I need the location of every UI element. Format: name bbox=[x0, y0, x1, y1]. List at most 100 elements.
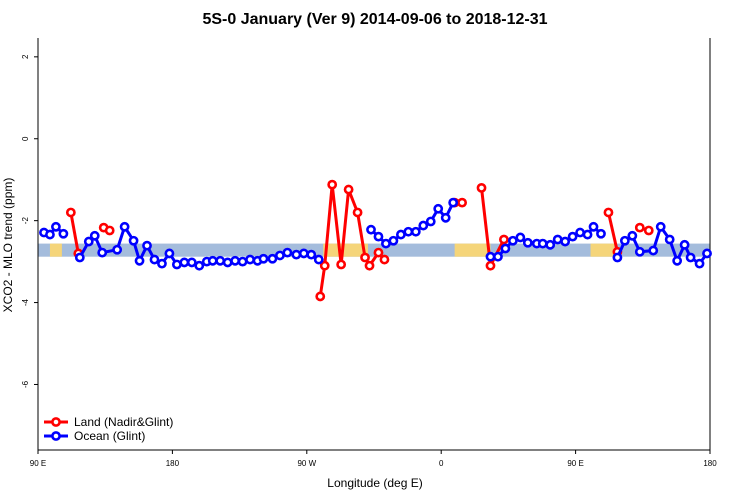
land-span bbox=[49, 243, 62, 257]
y-tick-label: -4 bbox=[21, 298, 30, 306]
y-tick-label: -6 bbox=[21, 380, 30, 388]
y-axis-label: XCO2 - MLO trend (ppm) bbox=[1, 178, 15, 313]
data-point bbox=[373, 231, 384, 242]
data-point bbox=[313, 254, 324, 265]
data-point bbox=[343, 184, 354, 195]
data-point bbox=[619, 235, 630, 246]
data-point bbox=[186, 257, 197, 268]
data-point bbox=[51, 221, 61, 232]
y-tick-label: 2 bbox=[21, 54, 30, 59]
series-line bbox=[606, 212, 619, 253]
data-point bbox=[258, 253, 269, 264]
data-point bbox=[485, 260, 496, 271]
data-point bbox=[222, 257, 233, 268]
data-point bbox=[275, 250, 285, 261]
data-point bbox=[457, 197, 468, 208]
land-span bbox=[454, 243, 491, 257]
data-point bbox=[327, 179, 338, 190]
data-point bbox=[58, 228, 69, 239]
data-point bbox=[237, 256, 248, 267]
data-point bbox=[245, 254, 255, 265]
data-point bbox=[128, 235, 139, 246]
data-point bbox=[485, 251, 496, 262]
data-point bbox=[83, 236, 94, 247]
data-point bbox=[493, 251, 503, 262]
data-point bbox=[179, 257, 190, 268]
data-point bbox=[89, 230, 100, 241]
data-point bbox=[291, 249, 302, 260]
data-point bbox=[672, 255, 683, 266]
data-point bbox=[381, 238, 391, 249]
data-point bbox=[395, 229, 406, 240]
x-axis-label: Longitude (deg E) bbox=[327, 476, 422, 490]
data-point bbox=[112, 244, 123, 255]
data-point bbox=[612, 252, 623, 263]
x-tick-label: 0 bbox=[439, 459, 444, 468]
data-point bbox=[679, 239, 690, 250]
data-point bbox=[134, 255, 145, 266]
data-point bbox=[388, 235, 399, 246]
land-span bbox=[590, 243, 615, 257]
data-point bbox=[702, 248, 712, 259]
data-point bbox=[267, 253, 278, 264]
x-tick-label: 90 E bbox=[30, 459, 46, 468]
data-point bbox=[366, 224, 376, 235]
data-point bbox=[499, 234, 509, 245]
data-point bbox=[119, 221, 130, 232]
data-point bbox=[448, 197, 459, 208]
data-point bbox=[410, 226, 421, 237]
data-point bbox=[352, 207, 363, 218]
data-point bbox=[545, 239, 556, 250]
data-point bbox=[627, 230, 638, 241]
data-point bbox=[364, 260, 375, 271]
data-point bbox=[298, 248, 309, 259]
data-point bbox=[507, 235, 518, 246]
y-tick-label: 0 bbox=[21, 136, 30, 141]
data-point bbox=[575, 227, 585, 238]
data-point bbox=[403, 226, 414, 237]
data-point bbox=[45, 229, 55, 240]
data-point bbox=[603, 207, 614, 218]
x-tick-label: 180 bbox=[166, 459, 180, 468]
legend-label: Ocean (Glint) bbox=[74, 429, 145, 443]
data-point bbox=[596, 228, 606, 239]
data-point bbox=[588, 221, 599, 232]
data-point bbox=[433, 203, 444, 214]
data-point bbox=[360, 252, 370, 263]
data-point bbox=[319, 260, 330, 271]
data-point bbox=[74, 252, 85, 263]
data-point bbox=[418, 220, 429, 231]
data-point bbox=[582, 229, 593, 240]
data-point bbox=[537, 238, 548, 249]
data-point bbox=[648, 245, 659, 256]
data-point bbox=[164, 248, 175, 259]
data-point bbox=[515, 232, 526, 243]
data-point bbox=[142, 240, 152, 251]
x-tick-label: 90 W bbox=[297, 459, 316, 468]
data-point bbox=[104, 225, 115, 236]
data-point bbox=[655, 221, 666, 232]
data-point bbox=[373, 247, 384, 258]
legend-marker bbox=[51, 431, 61, 441]
series-line bbox=[69, 212, 80, 254]
data-point bbox=[425, 216, 436, 227]
chart-title: 5S-0 January (Ver 9) 2014-09-06 to 2018-… bbox=[202, 11, 547, 28]
data-point bbox=[560, 236, 571, 247]
data-point bbox=[522, 237, 533, 248]
data-point bbox=[336, 259, 347, 270]
data-point bbox=[664, 234, 675, 245]
data-point bbox=[230, 255, 241, 266]
x-tick-label: 90 E bbox=[567, 459, 583, 468]
data-point bbox=[500, 243, 511, 254]
data-point bbox=[685, 252, 696, 263]
legend-marker bbox=[51, 417, 61, 427]
data-point bbox=[215, 255, 226, 266]
data-point bbox=[207, 255, 218, 266]
data-point bbox=[379, 254, 390, 265]
data-point bbox=[476, 182, 487, 193]
data-point bbox=[643, 225, 654, 236]
data-point bbox=[567, 231, 578, 242]
y-tick-label: -2 bbox=[21, 217, 30, 225]
data-point bbox=[552, 234, 563, 245]
